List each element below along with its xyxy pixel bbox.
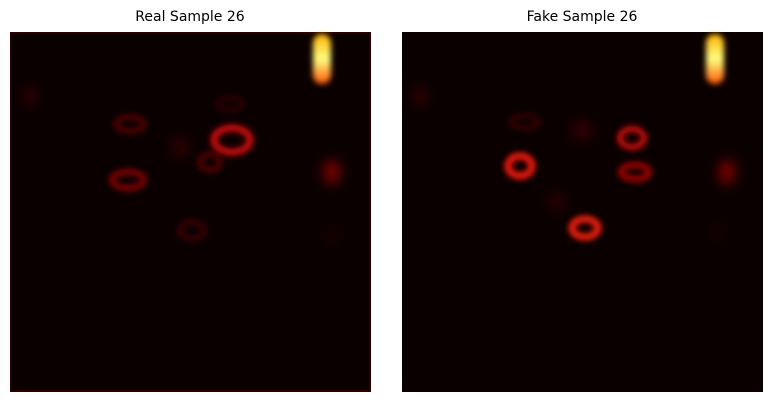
heat-blob bbox=[25, 86, 35, 106]
heat-blob bbox=[324, 160, 340, 184]
heatmap-background bbox=[402, 32, 763, 392]
heat-blob bbox=[210, 124, 254, 156]
heatmap-border bbox=[10, 32, 371, 392]
panel-title: Fake Sample 26 bbox=[527, 9, 638, 25]
heat-blob bbox=[719, 160, 735, 184]
heat-blob bbox=[547, 194, 567, 210]
heat-blob bbox=[177, 219, 207, 241]
heatmap-panel bbox=[10, 32, 371, 392]
heat-blob bbox=[568, 215, 602, 241]
heat-blob bbox=[415, 86, 425, 106]
heat-blob bbox=[572, 120, 592, 140]
panel-title: Real Sample 26 bbox=[135, 9, 244, 25]
heat-blob bbox=[714, 226, 722, 238]
heat-blob bbox=[618, 162, 652, 182]
heat-peak bbox=[706, 34, 724, 84]
heat-blob bbox=[504, 152, 536, 180]
heat-blob bbox=[197, 151, 223, 173]
heat-blob bbox=[509, 114, 541, 130]
heat-blob bbox=[328, 231, 336, 243]
heat-blob bbox=[109, 169, 147, 191]
heat-blob bbox=[216, 96, 244, 112]
heat-peak bbox=[313, 34, 331, 84]
heat-blob bbox=[617, 126, 647, 150]
heat-blob bbox=[172, 137, 188, 157]
heat-blob bbox=[113, 114, 147, 134]
heatmap-background bbox=[10, 32, 371, 392]
heatmap-panel bbox=[402, 32, 763, 392]
